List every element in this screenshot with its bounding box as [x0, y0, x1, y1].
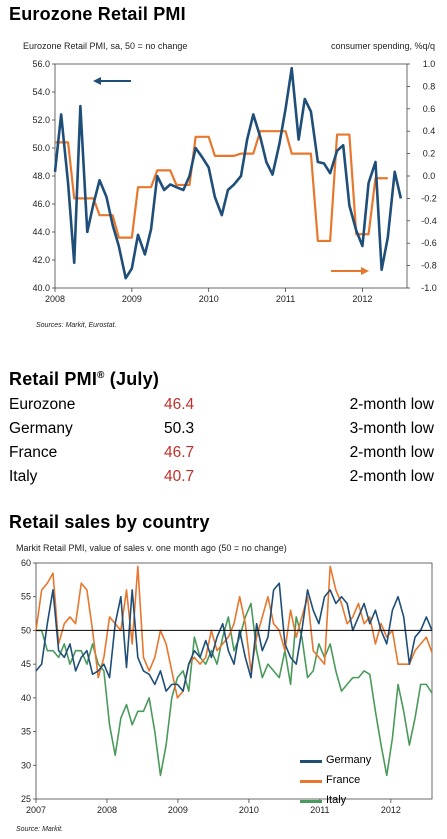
x-tick-label: 2012 [381, 805, 401, 815]
retail-pmi-table: Eurozone 46.4 2-month low Germany 50.3 3… [9, 393, 434, 489]
country-name: Germany [9, 420, 73, 437]
legend-swatch-germany [300, 760, 322, 763]
retail-pmi-line [53, 66, 403, 280]
x-tick-label: 2010 [199, 294, 219, 304]
eurozone-pmi-chart: 40.0 42.0 44.0 46.0 48.0 50.0 52.0 54.0 56.0 -1.0… [32, 59, 436, 304]
y-tick-label: 25 [21, 794, 31, 804]
table-row: Germany 50.3 3-month low [9, 417, 434, 441]
y-tick-label: 40 [21, 693, 31, 703]
chart2-axes: 25 30 35 40 45 50 55 60 2007 2008 2009 2010 2011 2012 [21, 558, 433, 815]
left-axis-arrow-icon [93, 77, 131, 85]
trend-note: 2-month low [349, 396, 434, 413]
y-right-tick-label: 0.0 [423, 171, 436, 181]
legend-swatch-france [300, 780, 322, 783]
y-left-tick-label: 52.0 [32, 115, 50, 125]
y-left-tick-label: 46.0 [32, 199, 50, 209]
y-left-tick-label: 56.0 [32, 59, 50, 69]
y-left-tick-label: 50.0 [32, 143, 50, 153]
trend-note: 2-month low [349, 444, 434, 461]
y-tick-label: 60 [21, 558, 31, 568]
chart2-frame [35, 562, 433, 800]
y-right-tick-label: -0.8 [421, 261, 437, 271]
y-left-tick-label: 44.0 [32, 227, 50, 237]
x-tick-label: 2007 [26, 805, 46, 815]
country-name: France [9, 444, 58, 461]
y-right-tick-label: 0.4 [423, 126, 436, 136]
chart2-source: Source: Markit. [16, 826, 64, 833]
y-right-tick-label: 0.2 [423, 149, 436, 159]
pmi-value: 46.4 [164, 396, 195, 413]
chart2-series [35, 565, 433, 777]
chart2-subtitle: Markit Retail PMI, value of sales v. one… [16, 543, 287, 553]
retail-pmi-title-rest: (July) [104, 369, 160, 389]
pmi-value: 40.7 [164, 468, 195, 485]
legend-swatch-italy [300, 800, 322, 803]
y-right-tick-label: -1.0 [421, 283, 437, 293]
italy-line [36, 602, 433, 777]
germany-line [35, 582, 433, 692]
y-right-tick-label: -0.4 [421, 216, 437, 226]
y-tick-label: 50 [21, 625, 31, 635]
y-right-tick-label: -0.6 [421, 238, 437, 248]
consumer-spending-line [55, 130, 388, 243]
right-axis-arrow-icon [331, 267, 369, 275]
y-tick-label: 30 [21, 760, 31, 770]
chart1-source: Sources: Markit, Eurostat. [36, 322, 117, 329]
table-row: Italy 40.7 2-month low [9, 465, 434, 489]
y-left-tick-label: 48.0 [32, 171, 50, 181]
x-tick-label: 2011 [276, 294, 295, 304]
france-line [35, 565, 433, 699]
x-tick-label: 2010 [239, 805, 259, 815]
pmi-value: 50.3 [164, 420, 195, 437]
trend-note: 2-month low [349, 468, 434, 485]
y-left-tick-label: 40.0 [32, 283, 50, 293]
x-tick-label: 2009 [168, 805, 188, 815]
x-tick-label: 2012 [352, 294, 372, 304]
chart1-subtitle-left: Eurozone Retail PMI, sa, 50 = no change [23, 41, 188, 51]
y-right-tick-label: -0.2 [421, 193, 437, 203]
pmi-value: 46.7 [164, 444, 195, 461]
y-left-tick-label: 42.0 [32, 255, 50, 265]
chart1-axes: 40.0 42.0 44.0 46.0 48.0 50.0 52.0 54.0 56.0 -1.0… [32, 59, 436, 304]
x-tick-label: 2011 [310, 805, 329, 815]
country-name: Eurozone [9, 396, 76, 413]
retail-pmi-title-main: Retail PMI [9, 369, 98, 389]
chart1-subtitle-right: consumer spending, %q/q [330, 41, 435, 51]
y-right-tick-label: 1.0 [423, 59, 436, 69]
y-right-tick-label: 0.8 [423, 81, 436, 91]
y-tick-label: 45 [21, 659, 31, 669]
registered-mark: ® [97, 370, 105, 381]
x-tick-label: 2008 [45, 294, 65, 304]
table-row: Eurozone 46.4 2-month low [9, 393, 434, 417]
x-tick-label: 2009 [122, 294, 142, 304]
y-left-tick-label: 54.0 [32, 87, 50, 97]
trend-note: 3-month low [349, 420, 434, 437]
chart1-series [53, 66, 403, 280]
legend-label-germany: Germany [326, 754, 372, 766]
retail-sales-title: Retail sales by country [9, 512, 210, 532]
retail-pmi-title: Retail PMI® (July) [9, 369, 159, 390]
country-name: Italy [9, 468, 38, 485]
eurozone-pmi-title: Eurozone Retail PMI [9, 4, 186, 24]
x-tick-label: 2008 [97, 805, 117, 815]
y-tick-label: 55 [21, 592, 31, 602]
legend-label-italy: Italy [326, 794, 347, 806]
y-tick-label: 35 [21, 727, 31, 737]
legend-label-france: France [326, 774, 361, 786]
y-right-tick-label: 0.6 [423, 104, 436, 114]
table-row: France 46.7 2-month low [9, 441, 434, 465]
